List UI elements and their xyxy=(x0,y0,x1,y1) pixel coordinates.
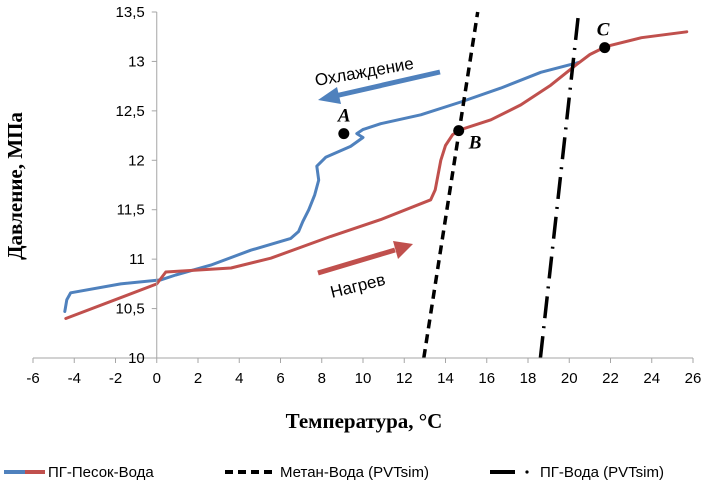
point-marker-A xyxy=(338,128,350,140)
y-tick-label: 13,5 xyxy=(116,4,145,21)
x-tick-label: 2 xyxy=(194,370,202,387)
x-tick-label: 0 xyxy=(153,370,161,387)
series-line-dashdot xyxy=(538,11,581,359)
x-tick-label: 16 xyxy=(478,370,495,387)
x-tick-label: 24 xyxy=(643,370,660,387)
x-tick-label: 10 xyxy=(355,370,372,387)
legend-label-methane: Метан-Вода (PVTsim) xyxy=(280,464,429,481)
heating-arrow xyxy=(317,247,396,276)
y-tick-label: 13 xyxy=(128,53,145,70)
series-line-heating xyxy=(64,30,689,320)
series-line-dashed xyxy=(422,11,480,359)
heating-arrowhead xyxy=(393,241,413,259)
legend-swatch-dot xyxy=(525,470,529,474)
x-tick-label: -6 xyxy=(26,370,39,387)
cooling-label: Охлаждение xyxy=(313,54,415,90)
x-tick-label: 20 xyxy=(561,370,578,387)
legend-label-gas: ПГ-Вода (PVTsim) xyxy=(540,464,664,481)
y-axis-title: Давление, МПа xyxy=(3,112,27,260)
point-label-B: B xyxy=(468,133,482,154)
x-tick-label: 18 xyxy=(520,370,537,387)
cooling-arrowhead xyxy=(318,87,341,104)
x-tick-label: 12 xyxy=(396,370,413,387)
legend-label-sample: ПГ-Песок-Вода xyxy=(48,464,154,481)
x-tick-label: -4 xyxy=(68,370,81,387)
y-tick-label: 11 xyxy=(129,251,145,268)
y-tick-label: 12 xyxy=(128,152,145,169)
legend: ПГ-Песок-Вода Метан-Вода (PVTsim) ПГ-Вод… xyxy=(4,464,664,481)
heating-annotation: Нагрев xyxy=(317,241,413,302)
point-label-C: C xyxy=(597,20,610,41)
x-tick-label: 22 xyxy=(602,370,619,387)
y-tick-label: 11,5 xyxy=(117,202,145,219)
x-tick-label: 26 xyxy=(685,370,702,387)
point-marker-B xyxy=(453,125,465,137)
y-tick-label: 10 xyxy=(128,350,145,367)
point-label-A: A xyxy=(337,106,351,127)
x-tick-label: 14 xyxy=(437,370,454,387)
y-tick-label: 12,5 xyxy=(116,103,145,120)
x-axis-title: Температура, °С xyxy=(286,409,443,433)
x-tick-label: 8 xyxy=(318,370,326,387)
point-marker-C xyxy=(599,42,611,54)
x-tick-label: -2 xyxy=(109,370,122,387)
cooling-arrow xyxy=(334,69,441,99)
heating-label: Нагрев xyxy=(328,270,387,302)
x-tick-label: 4 xyxy=(235,370,243,387)
y-tick-label: 10,5 xyxy=(116,301,145,318)
x-tick-label: 6 xyxy=(276,370,284,387)
cooling-annotation: Охлаждение xyxy=(313,54,441,104)
series-line-cooling xyxy=(63,60,581,313)
